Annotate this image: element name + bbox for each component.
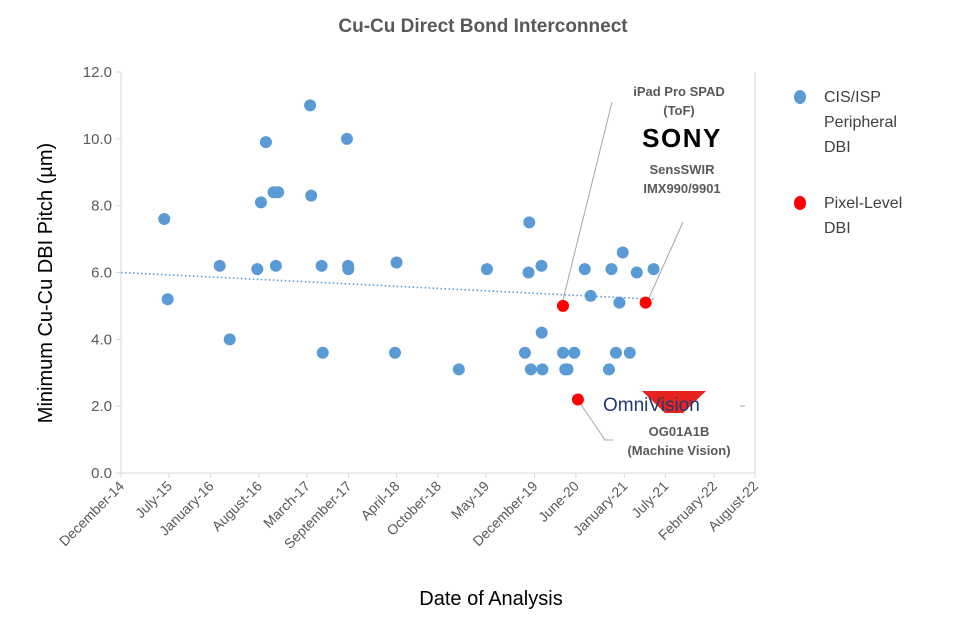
data-point-cis-isp xyxy=(602,363,615,376)
data-point-cis-isp xyxy=(568,346,581,359)
data-point-pixel-level xyxy=(571,393,584,406)
og01a1b-label: OG01A1B xyxy=(649,424,710,439)
data-point-cis-isp xyxy=(613,296,626,309)
ipad-pro-leader-line xyxy=(562,101,613,301)
data-point-cis-isp xyxy=(315,259,328,272)
data-point-cis-isp xyxy=(269,259,282,272)
legend-label: Pixel-Level xyxy=(824,195,902,212)
data-point-cis-isp xyxy=(616,246,629,259)
omnivision-v-shape xyxy=(642,391,706,413)
data-point-cis-isp xyxy=(584,289,597,302)
data-point-cis-isp xyxy=(251,263,264,276)
data-point-cis-isp xyxy=(342,263,355,276)
points-layer xyxy=(158,99,660,406)
trendline-layer xyxy=(120,271,654,301)
data-point-cis-isp xyxy=(630,266,643,279)
data-point-cis-isp xyxy=(223,333,236,346)
sensswir-label: SensSWIR xyxy=(649,162,715,177)
data-point-cis-isp xyxy=(213,259,226,272)
x-tick-label: August-16 xyxy=(209,478,266,535)
legend-label: Peripheral xyxy=(824,114,897,131)
data-point-cis-isp xyxy=(535,326,548,339)
x-tick-label: May-19 xyxy=(448,478,492,522)
x-tick-label: July-21 xyxy=(628,478,671,521)
x-tick-label: December-14 xyxy=(56,478,127,549)
ipad-pro-label: (ToF) xyxy=(663,103,695,118)
data-point-cis-isp xyxy=(452,363,465,376)
data-point-cis-isp xyxy=(623,346,636,359)
ipad-pro-label: iPad Pro SPAD xyxy=(633,84,725,99)
y-axis-title: Minimum Cu-Cu DBI Pitch (µm) xyxy=(35,143,57,423)
og01a1b-label: (Machine Vision) xyxy=(627,443,730,458)
y-tick-label: 8.0 xyxy=(91,198,112,215)
data-point-cis-isp xyxy=(609,346,622,359)
y-tick-label: 4.0 xyxy=(91,331,112,348)
y-tick-label: 10.0 xyxy=(83,131,112,148)
data-point-pixel-level xyxy=(556,299,569,312)
annotation-layer: iPad Pro SPAD (ToF) SONY SensSWIR IMX990/990… xyxy=(562,84,745,458)
data-point-cis-isp xyxy=(561,363,574,376)
data-point-cis-isp xyxy=(388,346,401,359)
y-tick-label: 2.0 xyxy=(91,398,112,415)
data-point-cis-isp xyxy=(305,189,318,202)
data-point-cis-isp xyxy=(254,196,267,209)
data-point-cis-isp xyxy=(161,293,174,306)
data-point-cis-isp xyxy=(647,263,660,276)
y-tick-label: 12.0 xyxy=(83,64,112,81)
data-point-cis-isp xyxy=(605,263,618,276)
data-point-cis-isp xyxy=(316,346,329,359)
trendline xyxy=(120,271,654,301)
data-point-cis-isp xyxy=(536,363,549,376)
data-point-cis-isp xyxy=(480,263,493,276)
data-point-cis-isp xyxy=(524,363,537,376)
data-point-cis-isp xyxy=(522,266,535,279)
data-point-cis-isp xyxy=(578,263,591,276)
y-tick-label: 6.0 xyxy=(91,265,112,282)
chart-title: Cu-Cu Direct Bond Interconnect xyxy=(338,16,628,37)
og01a1b-leader-line xyxy=(580,404,613,441)
legend-label: CIS/ISP xyxy=(824,89,881,106)
sensswir-label: IMX990/9901 xyxy=(643,181,720,196)
legend-label: DBI xyxy=(824,139,851,156)
x-tick-label: June-20 xyxy=(535,478,582,525)
data-point-cis-isp xyxy=(304,99,317,112)
sony-logo: SONY xyxy=(642,123,722,153)
data-point-cis-isp xyxy=(340,132,353,145)
data-point-cis-isp xyxy=(259,136,272,149)
data-point-cis-isp xyxy=(272,186,285,199)
legend: CIS/ISP Peripheral DBI Pixel-Level DBI xyxy=(794,89,902,237)
legend-marker xyxy=(794,90,806,104)
y-tick-label: 0.0 xyxy=(91,465,112,482)
x-axis-title: Date of Analysis xyxy=(419,588,562,610)
data-point-pixel-level xyxy=(639,296,652,309)
data-point-cis-isp xyxy=(158,213,171,226)
omnivision-logo: OmniVision xyxy=(603,395,700,416)
legend-label: DBI xyxy=(824,220,851,237)
data-point-cis-isp xyxy=(523,216,536,229)
data-point-cis-isp xyxy=(518,346,531,359)
data-point-cis-isp xyxy=(390,256,403,269)
data-point-cis-isp xyxy=(556,346,569,359)
sensswir-leader-line xyxy=(648,221,684,299)
data-point-cis-isp xyxy=(535,259,548,272)
legend-marker xyxy=(794,196,806,210)
